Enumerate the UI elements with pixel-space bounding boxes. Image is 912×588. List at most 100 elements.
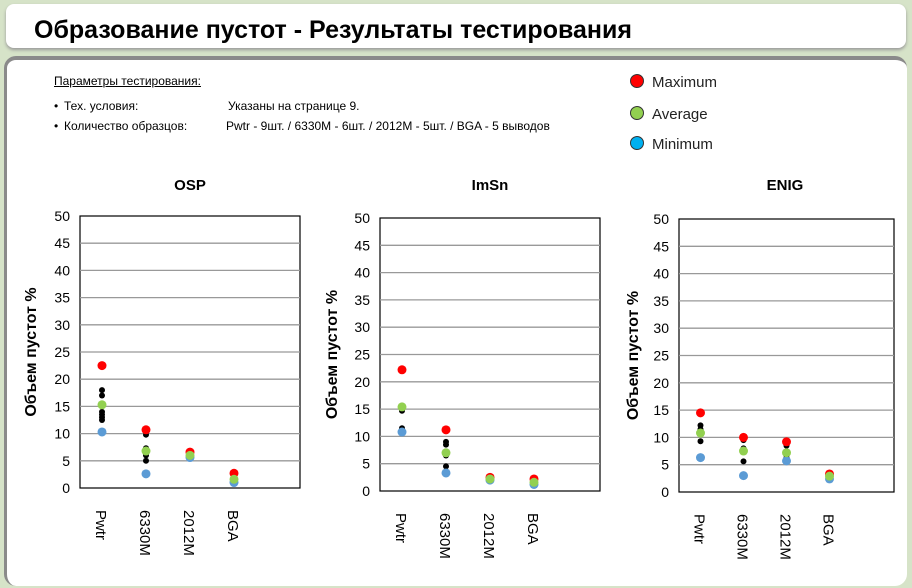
chart-enig: ENIG 0 5 10 15 20 25 30 35 40 45 50 Объем пустот % Pw… [625,177,895,560]
average-point [141,446,151,456]
average-point [782,448,791,458]
x-tick-label: 6330M [734,514,751,560]
sample-point [443,463,449,470]
y-tick-label: 15 [653,402,669,418]
x-tick-label: 2012M [180,510,197,556]
y-tick-label: 20 [54,371,70,387]
y-tick-label: 45 [54,235,70,251]
x-tick-label: BGA [224,510,241,542]
minimum-point [141,469,151,479]
average-point [529,477,539,487]
y-tick-label: 50 [653,211,669,227]
green-dot-icon [630,106,644,120]
param-label: Тех. условия: [64,99,139,113]
chart-title: OSP [174,177,206,194]
legend-minimum: Minimum [630,136,713,153]
y-tick-label: 40 [354,265,370,281]
minimum-point [696,453,705,463]
y-tick-label: 15 [54,398,70,414]
average-point [185,450,195,460]
y-tick-label: 15 [354,401,370,417]
x-tick-label: 2012M [480,513,497,559]
chart-osp: OSP 0 5 10 15 20 25 30 35 40 45 50 Объем пустот % Pwt… [23,177,301,556]
title-bar [6,4,906,48]
red-dot-icon [630,74,644,88]
average-point [825,471,834,481]
y-tick-label: 30 [54,317,70,333]
minimum-point [97,427,107,437]
legend-maximum: Maximum [630,74,717,91]
minimum-point [441,468,451,478]
x-tick-label: BGA [820,514,837,546]
maximum-point [739,432,748,442]
average-point [485,474,495,484]
page-title: Образование пустот - Результаты тестиров… [34,16,632,44]
y-tick-label: 5 [62,453,70,469]
y-tick-label: 45 [653,238,669,254]
chart-title: ENIG [767,177,804,194]
y-tick-label: 10 [653,429,669,445]
y-tick-label: 25 [354,347,370,363]
y-tick-label: 25 [653,348,669,364]
y-tick-label: 50 [354,210,370,226]
bullet: • [54,119,59,133]
average-point [97,400,107,410]
average-point [739,446,748,456]
y-tick-label: 35 [54,290,70,306]
y-tick-label: 35 [354,292,370,308]
x-tick-label: Pwtr [691,514,708,544]
sample-point [99,392,105,399]
minimum-point [782,456,791,466]
legend-label: Average [652,106,708,123]
sample-point [143,457,149,464]
average-point [441,448,451,458]
param-label: Количество образцов: [64,119,188,133]
param-value: Указаны на странице 9. [228,99,360,113]
y-tick-label: 25 [54,344,70,360]
maximum-point [141,425,151,435]
y-tick-label: 45 [354,237,370,253]
legend-label: Maximum [652,74,718,91]
sample-point [740,458,747,465]
average-point [696,428,705,438]
bullet: • [54,99,59,113]
minimum-point [397,427,407,437]
y-tick-label: 20 [354,374,370,390]
maximum-point [782,437,791,447]
x-tick-label: 6330M [436,513,453,559]
y-tick-label: 50 [54,208,70,224]
legend-average: Average [630,106,708,123]
y-axis-label: Объем пустот % [23,287,40,416]
y-tick-label: 10 [54,426,70,442]
x-tick-label: BGA [524,513,541,545]
minimum-point [739,471,748,481]
sample-point [697,438,704,445]
y-tick-label: 35 [653,293,669,309]
params-heading: Параметры тестирования: [54,74,201,88]
param-value: Pwtr - 9шт. / 6330M - 6шт. / 2012M - 5шт… [226,119,550,133]
y-tick-label: 0 [362,483,370,499]
y-tick-label: 5 [661,457,669,473]
y-tick-label: 30 [354,319,370,335]
blue-dot-icon [630,136,644,150]
sample-point [99,417,105,423]
x-tick-label: 6330M [136,510,153,556]
x-tick-label: Pwtr [92,510,109,540]
chart-imsn: ImSn 0 5 10 15 20 25 30 35 40 45 50 Объем пустот % Pw… [324,177,601,559]
maximum-point [97,361,107,371]
maximum-point [397,365,407,375]
chart-title: ImSn [472,177,509,194]
y-tick-label: 0 [661,484,669,500]
maximum-point [696,408,705,418]
y-tick-label: 40 [653,266,669,282]
sample-point [99,387,105,394]
y-tick-label: 5 [362,456,370,472]
sample-point [443,441,449,448]
average-point [229,474,239,484]
x-tick-label: 2012M [777,514,794,560]
y-tick-label: 40 [54,262,70,278]
legend-label: Minimum [652,136,713,153]
y-tick-label: 10 [354,428,370,444]
maximum-point [441,425,451,435]
